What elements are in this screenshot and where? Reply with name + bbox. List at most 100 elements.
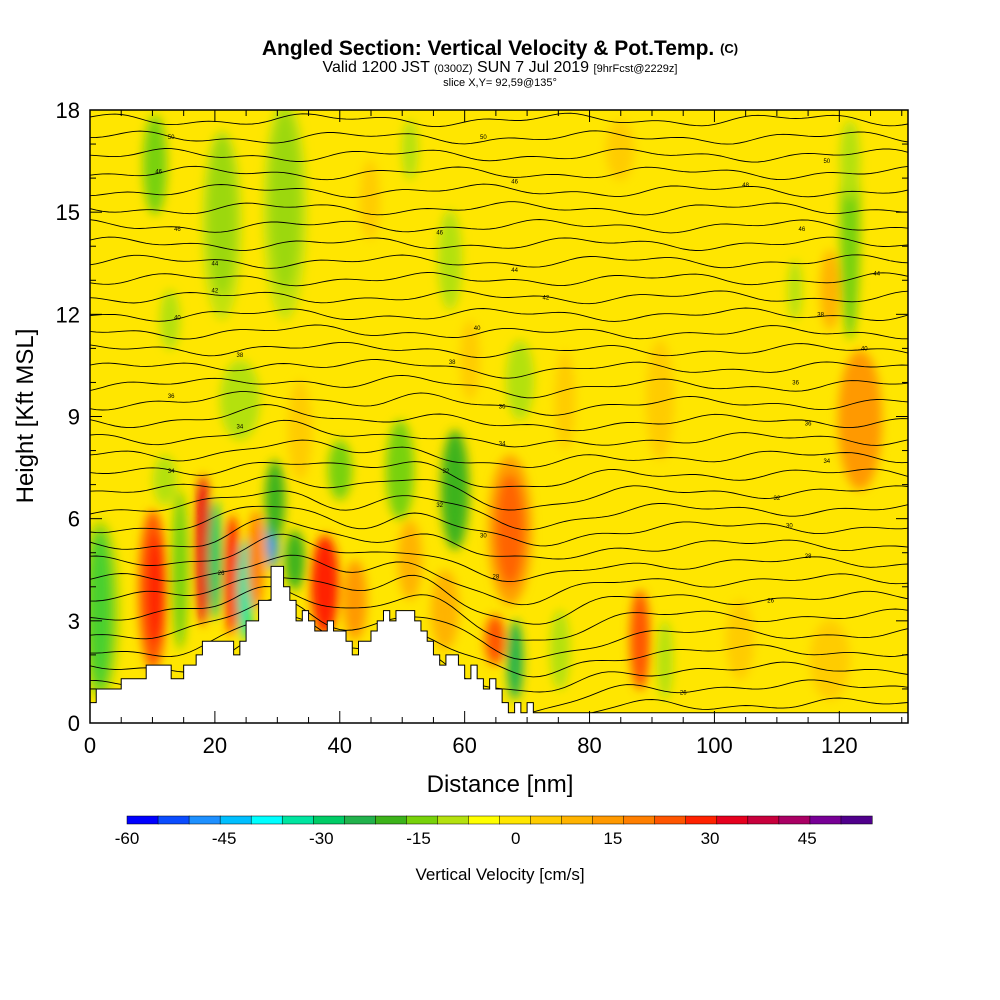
velocity-cell (820, 250, 840, 330)
isentrope-label: 46 (155, 169, 162, 175)
colorbar-tick-label: -15 (406, 829, 431, 848)
colorbar-segment (623, 815, 656, 825)
velocity-cell (488, 455, 532, 605)
colorbar-label: Vertical Velocity [cm/s] (415, 865, 584, 884)
velocity-cell (343, 560, 367, 640)
colorbar-segment (654, 815, 687, 825)
isentrope-label: 36 (499, 404, 506, 410)
y-tick-label: 12 (56, 302, 80, 327)
velocity-blobs (90, 110, 882, 700)
isentrope-line (90, 289, 908, 305)
colorbar-segment (219, 815, 252, 825)
isentrope-label: 44 (873, 271, 880, 277)
colorbar-tick-label: -30 (309, 829, 334, 848)
isentrope-label: 50 (823, 159, 830, 165)
isentrope-line (90, 517, 908, 560)
velocity-cell (195, 475, 211, 625)
isentrope-line (90, 419, 908, 448)
isentrope-line (90, 219, 908, 234)
colorbar-segment (313, 815, 345, 825)
colorbar-segment (840, 815, 873, 825)
colorbar-segment (685, 815, 718, 825)
isentrope-line (90, 254, 908, 269)
velocity-cell (838, 350, 882, 490)
y-axis-label: Height [Kft MSL] (12, 329, 39, 504)
velocity-cell (263, 110, 307, 320)
isentrope-line (90, 324, 908, 340)
x-axis-label: Distance [nm] (427, 771, 574, 798)
isentrope-line (90, 307, 908, 322)
isentrope-line (90, 404, 908, 432)
x-tick-label: 60 (452, 733, 476, 758)
isentrope-label: 30 (786, 523, 793, 529)
x-axis-ticks: 0 20 40 60 80 100 120 (84, 110, 903, 758)
y-tick-label: 6 (68, 507, 80, 532)
velocity-cell (555, 350, 575, 450)
velocity-cell (438, 210, 462, 310)
isentrope-label: 42 (542, 295, 549, 301)
velocity-cell (288, 380, 312, 480)
terrain-mask (90, 565, 908, 723)
isentrope-line (90, 490, 908, 531)
isentrope-labels: 50 50 50 46 46 48 46 46 46 44 44 44 42 42 38 40 40 40 38 38… (155, 135, 880, 696)
velocity-cell (147, 535, 163, 645)
isentrope-label: 34 (823, 459, 830, 465)
colorbar-segment (561, 815, 594, 825)
valid-date: SUN 7 Jul 2019 (477, 59, 590, 76)
isentrope-label: 46 (511, 180, 518, 186)
velocity-cell (143, 115, 167, 215)
isentrope-line (90, 391, 908, 416)
velocity-cell (248, 510, 264, 610)
velocity-cell (311, 535, 339, 635)
velocity-cell (153, 455, 177, 505)
isentrope-label: 38 (237, 353, 244, 359)
isentrope-label: 38 (449, 360, 456, 366)
isentrope-line (90, 374, 908, 399)
isentrope-line (90, 272, 908, 287)
isentrope-line (90, 148, 908, 163)
isentrope-label: 36 (805, 421, 812, 427)
slice-label: slice X,Y= 92,59@135° (443, 77, 557, 89)
isentrope-label: 40 (474, 326, 481, 332)
velocity-cell (606, 120, 634, 180)
velocity-cell (657, 620, 673, 700)
isentrope-label: 40 (861, 346, 868, 352)
colorbar-tick-label: 15 (603, 829, 622, 848)
isentrope-label: 40 (174, 316, 181, 322)
colorbar-segment (592, 815, 625, 825)
isentrope-label: 30 (480, 534, 487, 540)
isentrope-line (90, 183, 908, 198)
isentrope-line (90, 586, 908, 641)
isentrope-line (90, 165, 908, 181)
velocity-cell (840, 120, 860, 200)
velocity-cell (507, 620, 523, 700)
valid-time: Valid 1200 JST (322, 59, 430, 76)
isentrope-lines (90, 112, 908, 723)
colorbar-segment (188, 815, 221, 825)
colorbar-tick-label: 30 (701, 829, 720, 848)
isentrope-line (90, 341, 908, 359)
isentrope-label: 32 (774, 496, 781, 502)
colorbar-segment (530, 815, 563, 825)
velocity-cell (360, 160, 380, 240)
isentrope-label: 36 (168, 394, 175, 400)
isentrope-label: 26 (680, 690, 687, 696)
velocity-cell (90, 520, 120, 700)
colorbar-segment (716, 815, 749, 825)
copyright-mark: (C) (720, 41, 739, 56)
velocity-cell (265, 460, 285, 540)
velocity-cell (202, 130, 242, 320)
x-tick-label: 0 (84, 733, 96, 758)
x-tick-label: 80 (577, 733, 601, 758)
colorbar-tick-label: -60 (115, 829, 140, 848)
colorbar-segment (747, 815, 780, 825)
colorbar-segment (281, 815, 314, 825)
isentrope-line (90, 615, 908, 678)
isentrope-line (90, 505, 908, 547)
isentrope-label: 32 (436, 503, 443, 509)
colorbar-segment (468, 815, 501, 825)
isentrope-label: 46 (436, 231, 443, 237)
chart-title-line: Angled Section: Vertical Velocity & Pot.… (0, 38, 1000, 60)
isentrope-line (90, 461, 908, 488)
